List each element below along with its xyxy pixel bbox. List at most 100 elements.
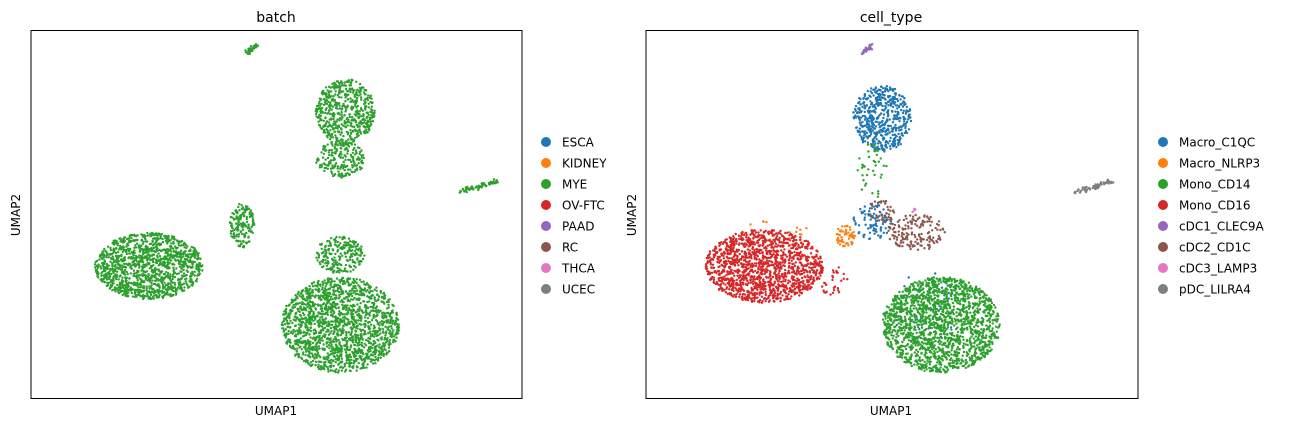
scatter-point (349, 270, 352, 273)
scatter-point (334, 335, 337, 339)
scatter-point (354, 266, 357, 269)
scatter-point (354, 349, 357, 353)
scatter-point (236, 216, 239, 219)
scatter-point (302, 346, 306, 349)
scatter-point (470, 185, 473, 188)
scatter-point (323, 318, 326, 321)
scatter-point (325, 264, 329, 267)
scatter-point (338, 119, 341, 122)
scatter-point (362, 353, 365, 356)
scatter-point (121, 250, 125, 254)
scatter-point (876, 89, 879, 93)
scatter-point (328, 112, 332, 115)
scatter-point (362, 280, 365, 283)
scatter-point (117, 285, 121, 289)
scatter-point (348, 158, 352, 162)
scatter-point (345, 241, 348, 244)
scatter-point (315, 161, 318, 164)
scatter-point (346, 347, 349, 350)
scatter-point (384, 325, 387, 328)
scatter-point (891, 98, 895, 101)
scatter-point (394, 319, 397, 323)
scatter-point (360, 98, 363, 101)
scatter-point (355, 247, 358, 251)
scatter-point (115, 270, 119, 273)
scatter-point (340, 123, 343, 126)
scatter-point (118, 237, 121, 240)
scatter-point (309, 336, 312, 339)
scatter-point (315, 360, 318, 363)
scatter-point (176, 258, 180, 262)
scatter-point (340, 110, 343, 114)
scatter-point (492, 178, 496, 181)
scatter-point (883, 93, 886, 97)
panel-cell-type: cell_type UMAP1 UMAP2 Macro_C1QCMacro_NL… (625, 10, 1265, 418)
scatter-point (362, 346, 366, 349)
scatter-point (287, 329, 290, 333)
scatter-point (297, 356, 300, 359)
scatter-point (837, 233, 840, 236)
scatter-point (881, 222, 885, 226)
scatter-point (328, 252, 331, 255)
scatter-point (141, 260, 145, 264)
scatter-point (321, 90, 324, 94)
scatter-point (320, 305, 323, 308)
scatter-point (874, 216, 877, 220)
scatter-point (139, 249, 142, 252)
scatter-point (329, 107, 332, 110)
scatter-point (838, 243, 842, 246)
scatter-point (376, 293, 379, 296)
scatter-point (149, 235, 152, 238)
scatter-point (905, 120, 909, 124)
scatter-point (356, 324, 359, 327)
scatter-point (291, 321, 294, 325)
scatter-point (387, 303, 390, 306)
scatter-point (239, 230, 243, 233)
scatter-point (390, 325, 393, 328)
scatter-point (171, 254, 174, 257)
scatter-point (110, 272, 113, 276)
scatter-point (879, 103, 883, 106)
scatter-point (198, 272, 201, 275)
scatter-point (882, 113, 886, 116)
scatter-point (880, 124, 884, 127)
scatter-point (147, 263, 151, 266)
scatter-point (863, 93, 867, 96)
scatter-point (347, 331, 351, 334)
scatter-point (893, 114, 897, 117)
scatter-point (334, 261, 338, 264)
scatter-point (346, 340, 349, 343)
scatter-point (127, 241, 131, 244)
scatter-point (309, 317, 312, 321)
scatter-point (347, 337, 351, 341)
scatter-point (343, 169, 346, 172)
scatter-point (337, 312, 341, 315)
scatter-point (357, 334, 360, 337)
scatter-point (309, 343, 312, 346)
scatter-point (309, 307, 313, 311)
scatter-point (333, 325, 336, 328)
scatter-point (126, 282, 129, 286)
scatter-point (368, 287, 372, 290)
scatter-point (338, 102, 341, 105)
scatter-point (318, 347, 321, 350)
scatter-point (345, 336, 348, 339)
scatter-point (350, 78, 353, 81)
scatter-point (230, 235, 233, 238)
scatter-point (899, 98, 902, 101)
scatter-point (328, 341, 332, 344)
scatter-point (289, 331, 293, 335)
scatter-point (353, 323, 356, 326)
scatter-point (168, 245, 172, 248)
scatter-point (487, 181, 491, 185)
scatter-point (860, 125, 863, 128)
scatter-point (234, 227, 238, 230)
scatter-point (344, 141, 347, 144)
scatter-point (343, 148, 347, 151)
scatter-point (375, 286, 378, 289)
scatter-point (180, 256, 183, 259)
scatter-point (866, 141, 870, 144)
scatter-point (301, 341, 305, 345)
scatter-point (156, 238, 159, 241)
scatter-point (325, 341, 328, 344)
